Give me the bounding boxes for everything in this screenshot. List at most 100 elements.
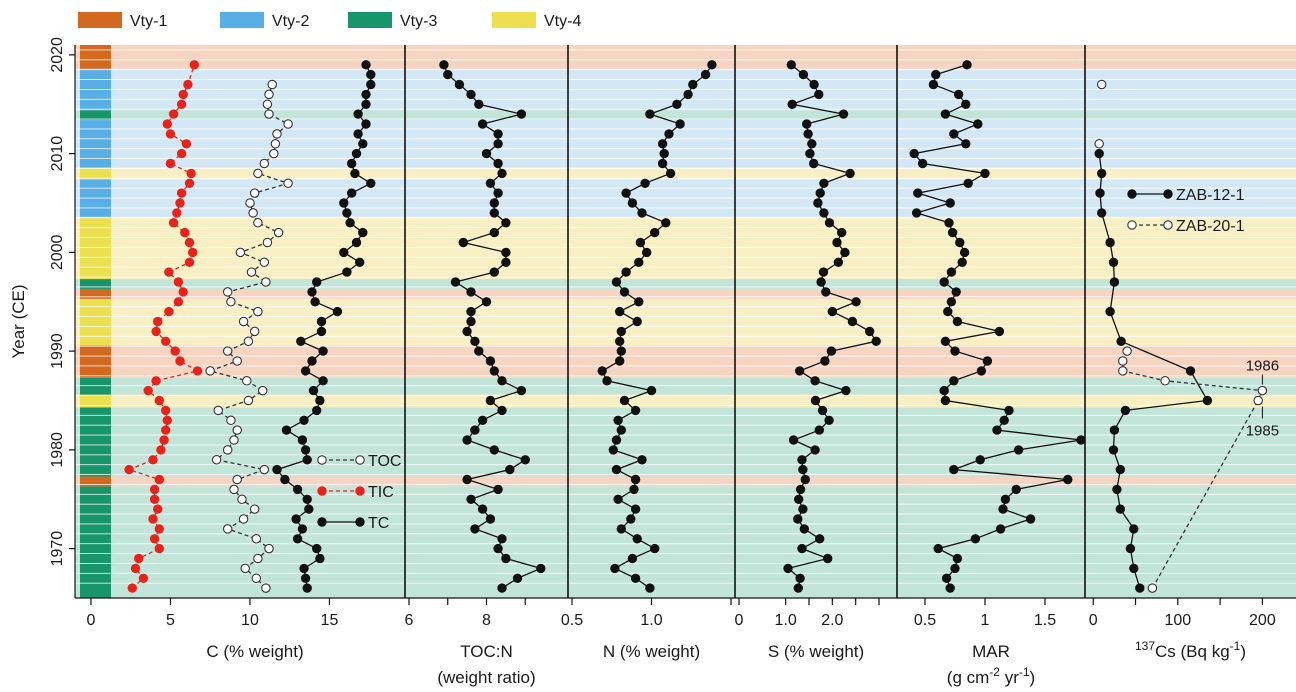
panel-1-toc-point-26: [249, 326, 260, 337]
panel-1-toc-point-21: [242, 376, 252, 386]
panel-1-tic-point-47: [162, 119, 173, 129]
panel-1-tc-point-50: [361, 89, 371, 100]
varve-band-3: [75, 394, 1296, 408]
varve-band-5: [75, 345, 1296, 378]
panel-3-series-0-point-18: [630, 405, 641, 416]
panel-4-series-0-point-10: [795, 484, 806, 495]
panel-3-series-0-point-25: [615, 336, 625, 346]
legend-label-zab-20-1: ZAB-20-1: [1176, 218, 1245, 235]
panel-4-series-0-point-5: [815, 534, 825, 544]
panel-3-series-0-point-45: [657, 139, 668, 149]
panel-6-series-2-point-1: [1096, 79, 1107, 90]
panel-1-toc-point-25: [243, 336, 254, 347]
panel-3-series-0-point-36: [650, 227, 660, 238]
panel-1-tc-point-36: [358, 227, 368, 238]
panel-1-toc-point-40: [249, 188, 260, 198]
panel-1-toc-point-3: [253, 553, 263, 564]
panel-1-toc-point-6: [222, 524, 233, 534]
legend-label-tic: TIC: [368, 484, 394, 501]
panel-5-series-0-point-8: [998, 504, 1008, 514]
panel-6-zab-12-1-point-3: [1129, 524, 1139, 534]
panel-4-series-0-point-2: [783, 563, 793, 574]
panel-1-toc-point-29: [226, 297, 236, 307]
panel-5-series-0-point-7: [1025, 514, 1036, 524]
panel-5-series-0-point-50: [953, 89, 964, 100]
panel-1-toc-point-17: [226, 415, 236, 426]
panel-4-series-0-point-33: [833, 257, 844, 267]
panel-1-tc-point-21: [318, 376, 328, 386]
panel-6-tick-label-100: 100: [1164, 612, 1191, 629]
panel-3-series-0-point-27: [632, 316, 642, 327]
panel-5-series-0-point-10: [1011, 484, 1021, 495]
panel-4-series-0-point-24: [826, 346, 837, 356]
y-tick-label-1990: 1990: [49, 333, 66, 369]
panel-3-series-0-point-15: [611, 435, 622, 445]
y-tick-label-1970: 1970: [49, 531, 66, 567]
panel-2-series-0-point-19: [485, 395, 496, 406]
panel-1-tc-point-13: [302, 455, 312, 465]
panel-5-series-0-point-34: [959, 247, 970, 258]
varve-column-15: [80, 45, 111, 69]
panel-4-series-0-point-23: [820, 356, 830, 366]
panel-5-series-0-point-31: [939, 277, 949, 287]
panel-4-series-0-point-49: [787, 99, 797, 110]
panel-1-toc-point-50: [264, 89, 274, 100]
panel-2-series-0-point-27: [466, 316, 476, 327]
panel-3-series-0-point-43: [657, 158, 668, 169]
panel-1-tc-point-10: [292, 484, 303, 495]
panel-2-series-0-point-5: [497, 534, 507, 544]
annual-lines: [75, 49, 1296, 584]
panel-3-series-0-point-1: [630, 573, 641, 583]
panel-1-tic-point-28: [164, 306, 174, 317]
panel-1-tick-label-15: 15: [321, 612, 339, 629]
panel-1-tc-point-6: [297, 524, 308, 534]
panel-2-series-0-point-50: [466, 89, 476, 100]
panel-5-series-0-point-22: [976, 366, 987, 376]
panel-1-tc-point-1: [300, 573, 311, 583]
panel-1-toc-point-43: [259, 158, 270, 169]
panel-5-series-0-point-48: [940, 109, 951, 119]
panel-5-series-0-point-4: [933, 543, 943, 554]
panel-1-tic-point-41: [184, 178, 195, 189]
panel-1-toc-point-34: [235, 247, 246, 258]
legend-zab-20-1-point-0: [1127, 220, 1137, 230]
panel-4-series-0-point-43: [809, 158, 819, 169]
panel-1-toc-point-45: [270, 139, 281, 149]
panel-1-tick-label-5: 5: [166, 612, 175, 629]
panel-1-tic-point-19: [154, 395, 165, 406]
panel-1-tic-point-32: [164, 267, 174, 277]
panel-1-tic-point-22: [192, 366, 203, 376]
panel-5-series-0-point-20: [939, 385, 949, 396]
panel-6-zab-12-1-point-1: [1129, 563, 1139, 574]
panel-4-series-0-point-15: [788, 435, 799, 445]
panel-4-series-0-point-21: [810, 376, 820, 386]
panel-1-tic-point-9: [149, 494, 160, 504]
panel-4-series-0-point-1: [795, 573, 805, 583]
legend-toc-point-0: [317, 455, 327, 465]
panel-4-series-0-point-9: [794, 494, 804, 504]
panel-2-series-0-point-10: [493, 484, 503, 495]
panel-2-series-0-point-18: [497, 405, 507, 416]
panel-2-series-0-point-15: [462, 435, 472, 445]
legend-toc-point-1: [355, 455, 365, 465]
panel-1-tc-point-0: [302, 583, 312, 593]
panel-1-tc-point-42: [350, 168, 360, 179]
panel-3-series-0-point-21: [602, 376, 612, 386]
panel-1-toc-point-14: [222, 445, 233, 455]
panel-2-tick-label-8: 8: [482, 612, 491, 629]
panel-1-tic-point-6: [154, 524, 165, 534]
varve-column-13: [80, 110, 111, 121]
panel-3-series-0-point-50: [683, 89, 693, 100]
panel-5-series-0-point-44: [909, 148, 919, 159]
panel-5-series-0-point-21: [949, 376, 959, 386]
panel-3-series-0-point-10: [629, 484, 639, 495]
panel-1-tc-point-41: [366, 178, 376, 189]
panel-5-series-0-point-36: [947, 227, 958, 238]
panel-5-series-0-point-46: [949, 129, 959, 139]
panel-1-tic-point-14: [156, 445, 166, 455]
panel-2-series-0-point-45: [493, 139, 503, 149]
panel-6-zab-12-1-point-17: [1097, 208, 1107, 218]
panel-4-series-0-point-37: [824, 218, 835, 228]
panel-3-series-0-point-51: [688, 79, 698, 90]
panel-3-series-0-point-29: [634, 297, 644, 307]
